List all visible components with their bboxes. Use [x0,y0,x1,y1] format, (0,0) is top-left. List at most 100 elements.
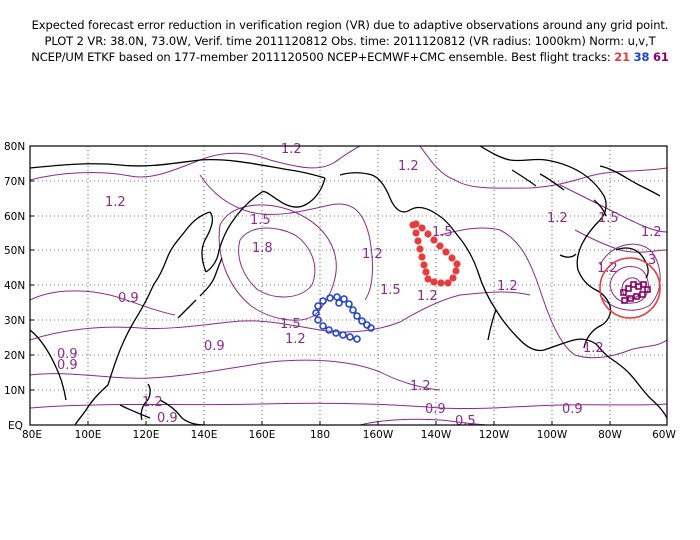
header-line-3-prefix: NCEP/UM ETKF based on 177-member 2011120… [31,50,611,64]
track-38-point [345,300,353,308]
track-38-point [319,322,327,330]
track-38-point [353,312,361,320]
lat-label: 40N [4,280,25,292]
coastline [30,146,667,425]
contour-label: 1.5 [250,213,271,228]
lon-label: 160W [363,429,394,441]
lat-label: 70N [4,176,25,188]
header-line-1: Expected forecast error reduction in ver… [31,18,669,32]
contour-label: 3 [648,253,656,268]
track-38-point [339,331,347,339]
lon-label: 120W [479,429,510,441]
header-line-2: PLOT 2 VR: 38.0N, 73.0W, Verif. time 201… [44,34,656,48]
contour-label: 0.9 [562,402,583,417]
contour-label: 1.2 [497,279,518,294]
track-61-point [640,281,647,288]
contour-label: 0.9 [204,339,225,354]
contour-label: 1.2 [398,159,419,174]
contour-label-group: 1.2 1.2 1.2 1.5 1.2 1.2 1.5 1.5 1.8 0.9 … [57,142,662,429]
track-61-point [627,295,634,302]
track-21-point [442,248,450,256]
track-21-point [444,279,452,287]
lat-label: 60N [4,211,25,223]
lat-label: EQ [8,420,23,432]
lat-label: 10N [4,385,25,397]
lon-label: 140E [191,429,218,441]
track-38-point [326,294,334,302]
contour-label: 1.2 [417,289,438,304]
track-38-point [349,306,357,314]
flight-track-61 [620,281,651,304]
track-21-point [422,268,430,276]
contour-label: 0.9 [57,347,78,362]
track-38-point [314,316,322,324]
track-38-point [312,309,320,317]
track-61-point [633,293,640,300]
track-21-point [412,220,420,228]
contour-label: 1.2 [142,395,163,410]
track-21-point [453,260,461,268]
track-38-label: 38 [633,50,650,64]
track-38-point [319,297,327,305]
lat-axis-labels: 80N 70N 60N 50N 40N 30N 20N 10N EQ [4,141,25,432]
contour-label: 0.9 [57,358,78,373]
track-38-point [332,329,340,337]
contour-label: 1.2 [641,225,662,240]
contour-label: 0.9 [157,411,178,426]
track-38-point [367,324,375,332]
tick-marks [29,145,668,426]
lon-axis-labels: 80E 100E 120E 140E 160E 180 160W 140W 12… [22,429,676,441]
lon-label: 160E [249,429,276,441]
track-21-point [418,224,426,232]
map-frame [29,145,668,426]
lon-label: 100W [537,429,568,441]
track-61-point [621,297,628,304]
contour-label: 1.5 [598,211,619,226]
flight-track-21 [409,220,461,287]
track-21-point [416,245,424,253]
contour-label: 1.5 [380,283,401,298]
graticule [30,146,667,425]
track-21-point [418,253,426,261]
contour-label: 1.2 [105,195,126,210]
track-38-point [325,326,333,334]
contour-label: 0.9 [118,291,139,306]
contour-label: 1.2 [410,379,431,394]
track-38-point [340,295,348,303]
track-21-label: 21 [614,50,631,64]
track-61-label: 61 [652,50,669,64]
contour-label: 1.2 [281,142,302,157]
contour-label: 0.9 [425,402,446,417]
contour-label: 1.8 [252,241,273,256]
flight-track-38 [312,293,375,343]
lon-label: 60W [652,429,676,441]
track-21-point [414,237,422,245]
contour-label: 0.5 [455,414,476,429]
lat-label: 80N [4,141,25,153]
contour-label: 1.5 [432,225,453,240]
track-21-point [436,242,444,250]
track-61-point [644,286,651,293]
track-21-point [430,278,438,286]
contour-lines [30,146,667,425]
lon-label: 140W [421,429,452,441]
lon-label: 80E [22,429,42,441]
track-21-point [412,229,420,237]
lon-label: 100E [75,429,102,441]
verification-region-circle [599,257,661,319]
contour-label: 1.2 [362,247,383,262]
track-21-point [452,267,460,275]
lon-label: 180 [310,429,330,441]
track-21-point [437,279,445,287]
track-21-point [430,236,438,244]
track-61-point [620,289,627,296]
lat-label: 30N [4,315,25,327]
header-line-3: NCEP/UM ETKF based on 177-member 2011120… [0,50,700,64]
track-21-point [449,274,457,282]
contour-label: 1.2 [285,332,306,347]
track-21-point [420,261,428,269]
contour-label: 1.5 [280,317,301,332]
track-21-point [424,275,432,283]
lon-label: 120E [133,429,160,441]
